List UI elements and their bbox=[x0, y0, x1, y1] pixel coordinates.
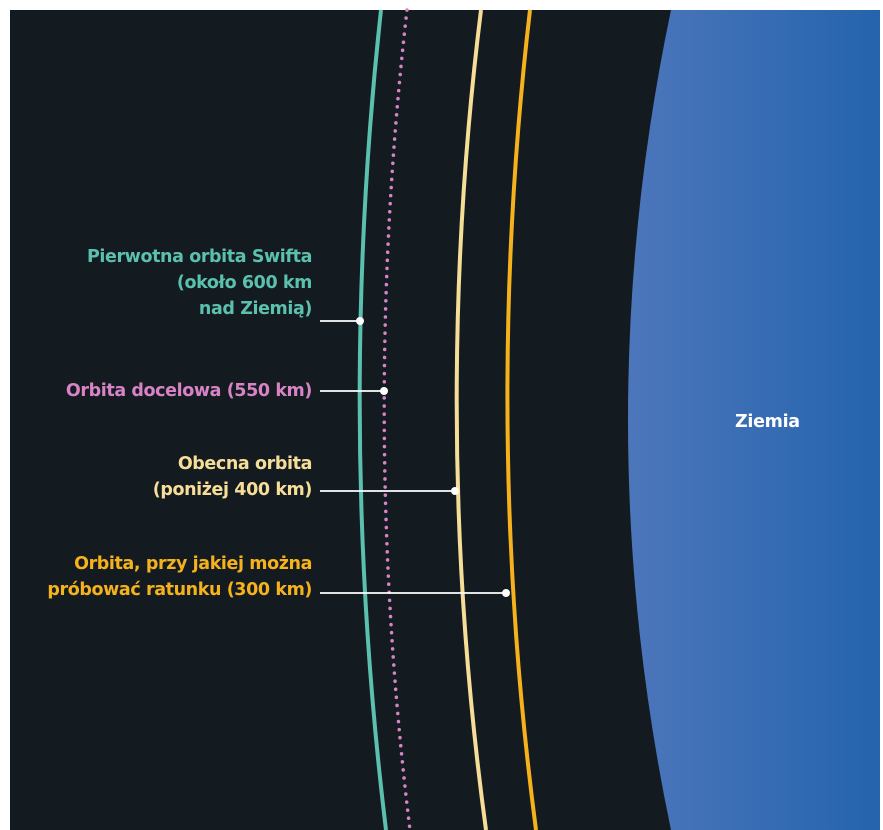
label-original-line-3: nad Ziemią) bbox=[198, 299, 312, 319]
label-current-line-1: Obecna orbita bbox=[177, 454, 313, 474]
label-rescue-line-2: próbować ratunku (300 km) bbox=[47, 580, 312, 600]
orbit-original-line bbox=[357, 9, 388, 830]
label-current-line-2: (poniżej 400 km) bbox=[152, 480, 313, 500]
marker-rescue bbox=[502, 589, 510, 597]
label-rescue-orbit: Orbita, przy jakiej można próbować ratun… bbox=[47, 551, 312, 603]
marker-target bbox=[380, 387, 388, 395]
label-rescue-line-1: Orbita, przy jakiej można bbox=[74, 554, 312, 574]
earth-surface bbox=[628, 10, 880, 830]
label-current-orbit: Obecna orbita (poniżej 400 km) bbox=[152, 451, 313, 503]
label-target-line-1: Orbita docelowa (550 km) bbox=[65, 381, 312, 401]
orbit-current-line bbox=[454, 9, 488, 830]
earth-label: Ziemia bbox=[735, 412, 800, 432]
marker-original bbox=[356, 317, 364, 325]
label-target-orbit: Orbita docelowa (550 km) bbox=[66, 378, 312, 404]
label-original-line-2: (około 600 km bbox=[176, 273, 313, 293]
marker-current bbox=[451, 487, 459, 495]
label-original-line-1: Pierwotna orbita Swifta bbox=[86, 247, 312, 267]
orbit-rescue-line bbox=[505, 9, 538, 830]
label-original-orbit: Pierwotna orbita Swifta (około 600 km na… bbox=[87, 244, 312, 322]
orbit-target-line bbox=[382, 8, 412, 830]
